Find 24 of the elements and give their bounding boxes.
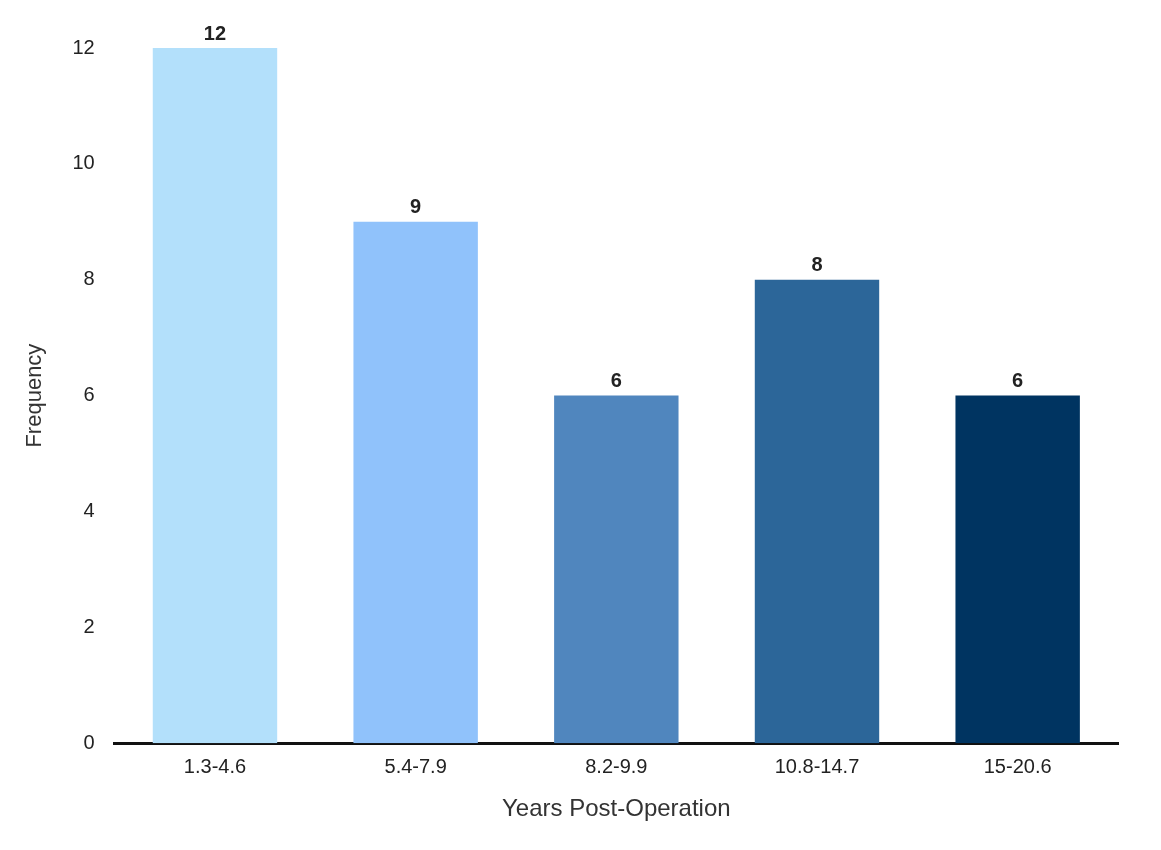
y-tick-label: 8	[83, 267, 95, 290]
data-label: 9	[410, 195, 422, 218]
y-tick-label: 4	[83, 498, 95, 521]
y-tick-label: 6	[83, 383, 95, 406]
bar	[554, 395, 679, 744]
bar	[353, 221, 478, 744]
data-label: 12	[203, 21, 227, 44]
data-label: 6	[610, 369, 622, 392]
x-tick-label: 15-20.6	[983, 754, 1052, 777]
x-tick-label: 5.4-7.9	[384, 754, 447, 777]
bar	[754, 279, 880, 744]
data-label: 8	[811, 253, 823, 276]
y-axis-title: Frequency	[21, 343, 47, 448]
y-tick-label: 0	[83, 730, 95, 753]
y-tick-label: 12	[72, 35, 95, 58]
x-tick-label: 8.2-9.9	[585, 754, 648, 777]
bar	[152, 48, 278, 744]
data-label: 6	[1012, 369, 1024, 392]
y-tick-label: 2	[83, 614, 95, 637]
bar	[955, 395, 1080, 744]
y-tick-label: 10	[72, 151, 95, 174]
x-tick-label: 10.8-14.7	[774, 754, 860, 777]
x-axis-title: Years Post-Operation	[502, 794, 731, 822]
x-tick-label: 1.3-4.6	[183, 754, 247, 777]
